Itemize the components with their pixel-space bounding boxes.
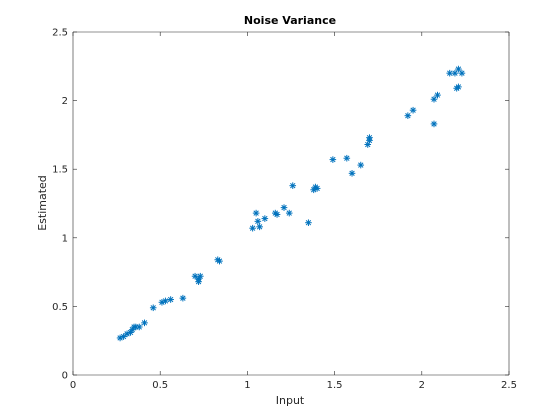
data-point — [458, 69, 466, 77]
y-tick-label: 0 — [62, 371, 68, 382]
x-tick-label: 1 — [244, 380, 250, 391]
data-point — [434, 91, 441, 99]
data-point — [261, 215, 269, 222]
data-point — [216, 257, 223, 265]
data-point — [404, 112, 412, 119]
data-point — [289, 182, 297, 189]
y-tick-label: 2.5 — [52, 28, 68, 39]
data-point — [430, 95, 438, 103]
x-tick-label: 0 — [70, 380, 76, 391]
data-point — [135, 323, 143, 331]
x-tick-label: 2 — [419, 380, 425, 391]
data-point — [179, 294, 187, 302]
data-point — [451, 69, 459, 77]
y-axis-ticks: 0 0.5 1 1.5 2 2.5 — [52, 28, 509, 382]
data-point — [120, 333, 127, 340]
data-point — [197, 272, 204, 280]
data-point — [329, 156, 337, 163]
y-tick-label: 0.5 — [52, 302, 68, 313]
data-point — [162, 297, 169, 305]
y-tick-label: 1 — [62, 233, 68, 244]
data-point — [167, 296, 174, 303]
data-point — [285, 209, 293, 217]
x-tick-label: 2.5 — [501, 380, 517, 391]
data-point — [313, 185, 321, 192]
x-axis-label: Input — [276, 394, 305, 407]
data-point — [254, 218, 262, 225]
data-point — [430, 120, 438, 128]
data-point — [256, 223, 263, 231]
axes-box — [72, 31, 510, 376]
data-point — [305, 219, 312, 227]
data-point — [366, 134, 373, 141]
data-point — [280, 204, 288, 211]
data-point — [343, 154, 351, 162]
y-tick-label: 1.5 — [52, 165, 68, 176]
data-point — [195, 278, 202, 286]
data-point — [455, 83, 462, 91]
data-point — [249, 224, 256, 232]
data-point — [357, 161, 365, 169]
plot-area — [73, 32, 509, 375]
y-tick-label: 2 — [62, 96, 68, 107]
x-tick-label: 1.5 — [327, 380, 343, 391]
data-point — [348, 170, 356, 177]
data-point — [273, 211, 281, 218]
data-markers — [116, 65, 466, 342]
x-tick-label: 0.5 — [152, 380, 168, 391]
data-point — [409, 106, 417, 114]
data-point — [252, 209, 260, 217]
data-point — [149, 304, 157, 312]
y-axis-label: Estimated — [36, 175, 49, 231]
data-point — [141, 319, 148, 327]
x-axis-ticks: 0 0.5 1 1.5 2 2.5 — [70, 32, 517, 391]
chart-title: Noise Variance — [244, 14, 336, 27]
